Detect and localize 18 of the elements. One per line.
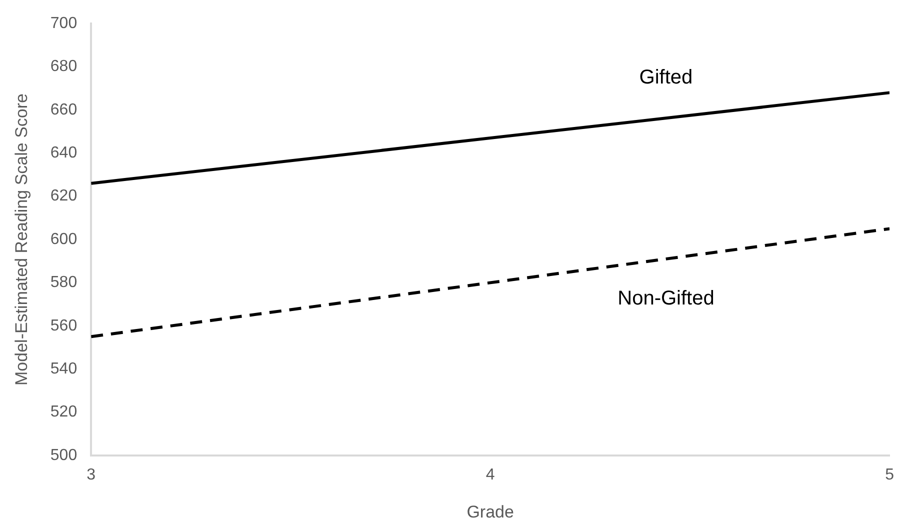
y-tick-label: 700 bbox=[50, 15, 78, 32]
x-tick-label: 5 bbox=[885, 466, 894, 484]
series-label: Gifted bbox=[639, 66, 693, 89]
y-axis-title: Model-Estimated Reading Scale Score bbox=[12, 94, 31, 386]
y-tick-label: 660 bbox=[50, 101, 78, 118]
y-tick-label: 500 bbox=[50, 446, 78, 464]
y-tick-label: 560 bbox=[50, 317, 78, 334]
series-label: Non-Gifted bbox=[618, 287, 714, 310]
y-tick-label: 640 bbox=[50, 144, 78, 162]
y-tick-label: 540 bbox=[50, 360, 78, 378]
x-tick-label: 4 bbox=[486, 466, 495, 484]
y-tick-label: 580 bbox=[50, 274, 78, 292]
y-tick-label: 680 bbox=[50, 58, 78, 76]
x-tick-label: 3 bbox=[86, 466, 96, 484]
y-tick-label: 520 bbox=[50, 404, 78, 421]
x-axis-title: Grade bbox=[466, 502, 514, 522]
y-tick-label: 620 bbox=[50, 188, 78, 205]
y-tick-label: 600 bbox=[50, 230, 78, 248]
